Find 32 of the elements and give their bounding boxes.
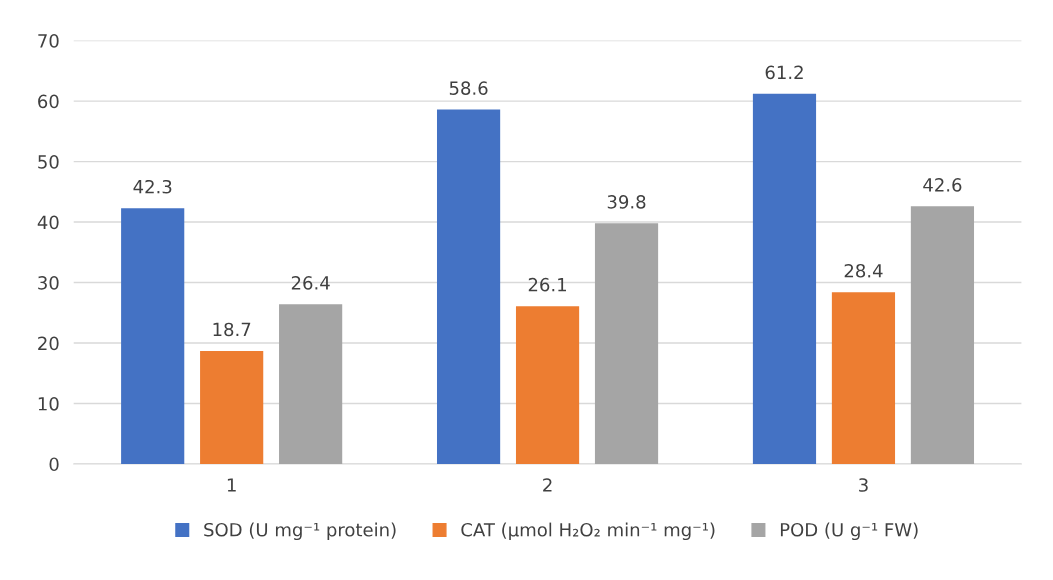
bar <box>910 206 975 464</box>
x-tick-label: 1 <box>227 478 236 492</box>
bar <box>200 350 264 464</box>
y-tick-label: 70 <box>38 34 59 48</box>
legend-label: CAT (μmol H₂O₂ min⁻¹ mg⁻¹) <box>461 522 715 541</box>
data-label: 18.7 <box>213 322 251 337</box>
data-label: 58.6 <box>449 81 488 95</box>
bar <box>752 93 817 464</box>
bar <box>594 223 659 464</box>
data-label: 61.2 <box>765 65 803 80</box>
bar <box>437 109 501 464</box>
y-tick-label: 0 <box>49 457 59 472</box>
data-label: 42.6 <box>923 178 962 192</box>
y-tick-label: 20 <box>38 336 59 351</box>
y-tick-label: 50 <box>38 155 59 169</box>
data-label: 26.4 <box>291 276 330 290</box>
bar <box>831 292 896 464</box>
data-label: 28.4 <box>844 263 883 278</box>
y-tick-label: 60 <box>38 94 59 109</box>
data-label: 39.8 <box>607 195 646 209</box>
y-tick-label: 30 <box>38 276 59 290</box>
bar <box>515 306 580 464</box>
y-tick-label: 10 <box>38 396 59 411</box>
y-tick-label: 40 <box>37 215 59 230</box>
x-tick-label: 2 <box>543 478 552 492</box>
bar <box>121 208 185 464</box>
data-label: 26.1 <box>528 277 566 292</box>
legend-label: SOD (U mg⁻¹ protein) <box>204 522 396 541</box>
legend-label: POD (U g⁻¹ FW) <box>780 522 918 541</box>
x-tick-label: 3 <box>859 478 868 492</box>
bar <box>279 304 343 464</box>
data-label: 42.3 <box>133 179 172 194</box>
